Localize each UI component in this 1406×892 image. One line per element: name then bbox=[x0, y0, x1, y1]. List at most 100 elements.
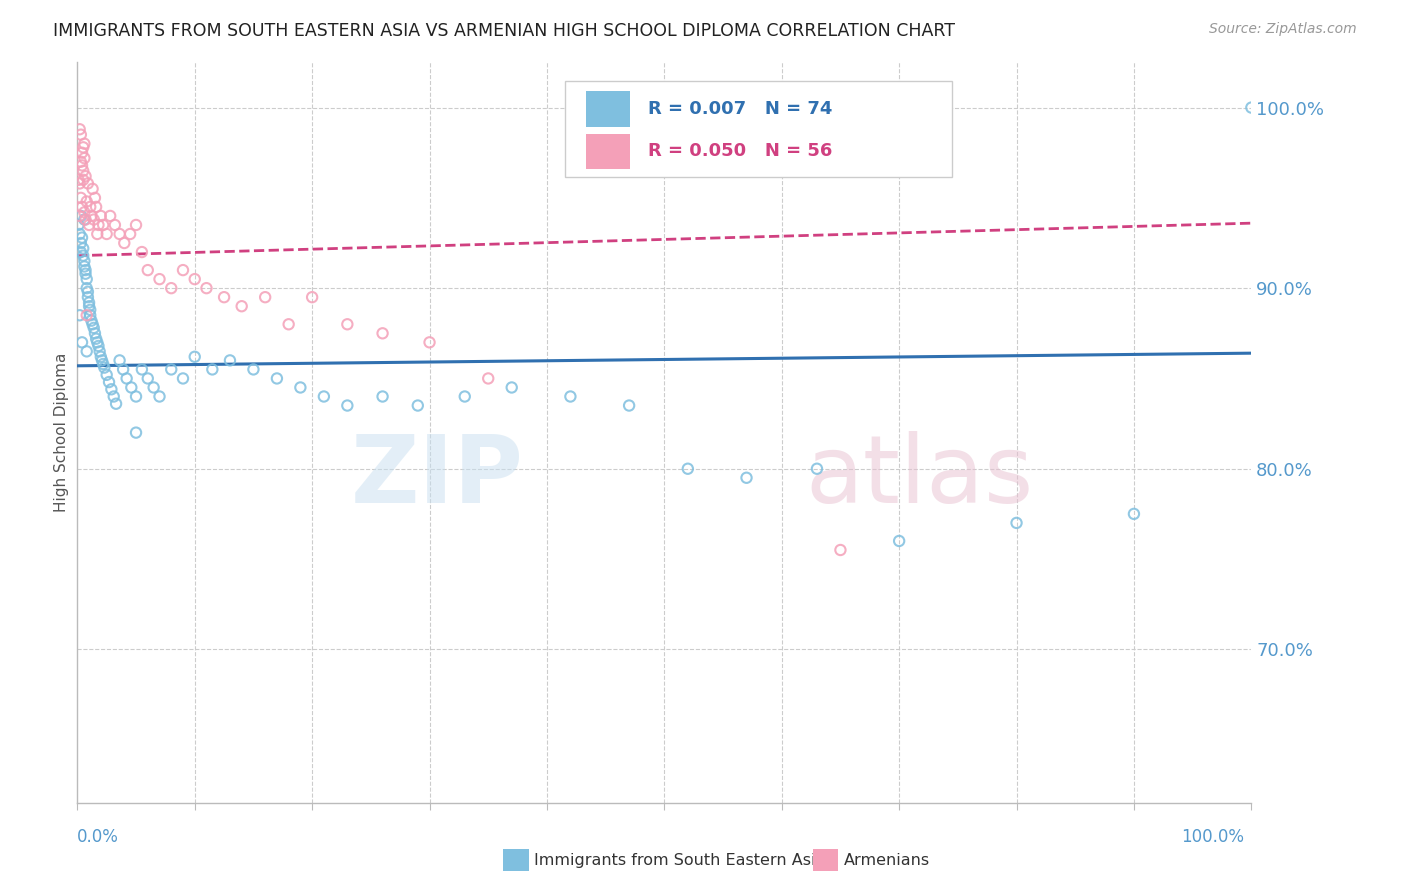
Point bbox=[201, 362, 224, 376]
Point bbox=[98, 375, 121, 389]
Point bbox=[419, 335, 441, 350]
Point bbox=[115, 371, 138, 385]
Point bbox=[90, 350, 112, 364]
Point bbox=[735, 471, 758, 485]
Point bbox=[125, 425, 148, 440]
Point bbox=[70, 158, 93, 172]
Point bbox=[70, 335, 93, 350]
Point bbox=[73, 254, 96, 268]
Point bbox=[336, 399, 359, 413]
Point bbox=[105, 397, 128, 411]
Point bbox=[70, 145, 93, 160]
Point bbox=[83, 212, 105, 227]
Point bbox=[76, 272, 98, 286]
Point bbox=[80, 313, 103, 327]
Point bbox=[91, 353, 114, 368]
Point bbox=[125, 390, 148, 404]
Point bbox=[148, 272, 170, 286]
Point bbox=[212, 290, 235, 304]
Point bbox=[79, 200, 101, 214]
Point bbox=[172, 371, 194, 385]
Point bbox=[79, 308, 101, 322]
Text: 0.0%: 0.0% bbox=[77, 828, 120, 846]
Point bbox=[336, 318, 359, 332]
Point bbox=[112, 235, 135, 250]
Point bbox=[96, 368, 118, 382]
FancyBboxPatch shape bbox=[565, 81, 952, 178]
Point bbox=[254, 290, 277, 304]
Point bbox=[172, 263, 194, 277]
Point bbox=[406, 399, 429, 413]
Point bbox=[676, 461, 699, 475]
Point bbox=[72, 242, 94, 256]
Point bbox=[73, 205, 96, 219]
Point bbox=[76, 344, 98, 359]
Text: IMMIGRANTS FROM SOUTH EASTERN ASIA VS ARMENIAN HIGH SCHOOL DIPLOMA CORRELATION C: IMMIGRANTS FROM SOUTH EASTERN ASIA VS AR… bbox=[53, 22, 956, 40]
Point bbox=[93, 360, 115, 375]
Bar bbox=[586, 91, 630, 127]
Point bbox=[84, 191, 107, 205]
Point bbox=[84, 326, 107, 341]
Point bbox=[77, 299, 100, 313]
Point bbox=[67, 218, 90, 232]
Point bbox=[77, 177, 100, 191]
Point bbox=[87, 218, 110, 232]
Text: Immigrants from South Eastern Asia: Immigrants from South Eastern Asia bbox=[534, 854, 825, 868]
Point bbox=[103, 390, 125, 404]
Point bbox=[82, 318, 104, 332]
Point bbox=[195, 281, 218, 295]
Point bbox=[91, 357, 114, 371]
Point bbox=[98, 209, 121, 223]
Point bbox=[87, 339, 110, 353]
Point bbox=[75, 263, 97, 277]
Point bbox=[371, 326, 394, 341]
Text: ZIP: ZIP bbox=[350, 431, 523, 523]
Point bbox=[72, 173, 94, 187]
Point bbox=[120, 227, 142, 241]
Point bbox=[70, 128, 93, 142]
Point bbox=[301, 290, 323, 304]
Point bbox=[96, 227, 118, 241]
Text: R = 0.007   N = 74: R = 0.007 N = 74 bbox=[648, 100, 832, 118]
Point bbox=[70, 235, 93, 250]
Point bbox=[89, 344, 111, 359]
Point bbox=[70, 191, 93, 205]
Point bbox=[70, 154, 93, 169]
Point bbox=[73, 212, 96, 227]
Point bbox=[70, 230, 93, 244]
Point bbox=[1123, 507, 1146, 521]
Text: Armenians: Armenians bbox=[844, 854, 929, 868]
Point bbox=[75, 267, 97, 281]
Point bbox=[76, 194, 98, 209]
Text: 100.0%: 100.0% bbox=[1181, 828, 1244, 846]
Point bbox=[72, 249, 94, 263]
Point bbox=[454, 390, 477, 404]
Point bbox=[131, 362, 153, 376]
Point bbox=[131, 245, 153, 260]
Point bbox=[91, 218, 114, 232]
Point bbox=[84, 332, 107, 346]
Point bbox=[142, 380, 165, 394]
Point bbox=[112, 362, 135, 376]
Y-axis label: High School Diploma: High School Diploma bbox=[53, 353, 69, 512]
Point bbox=[67, 173, 90, 187]
Point bbox=[136, 263, 159, 277]
Point bbox=[100, 382, 122, 396]
Point bbox=[86, 335, 108, 350]
Point bbox=[183, 350, 207, 364]
Point bbox=[120, 380, 142, 394]
Point bbox=[70, 200, 93, 214]
Point bbox=[560, 390, 582, 404]
Point bbox=[108, 227, 131, 241]
Point bbox=[1005, 516, 1028, 530]
Point bbox=[70, 245, 93, 260]
Point bbox=[76, 308, 98, 322]
Point bbox=[82, 182, 104, 196]
Point bbox=[83, 321, 105, 335]
Point bbox=[125, 218, 148, 232]
Point bbox=[1240, 101, 1263, 115]
Text: R = 0.050   N = 56: R = 0.050 N = 56 bbox=[648, 143, 832, 161]
Point bbox=[160, 362, 183, 376]
Point bbox=[290, 380, 312, 394]
Point bbox=[69, 177, 91, 191]
